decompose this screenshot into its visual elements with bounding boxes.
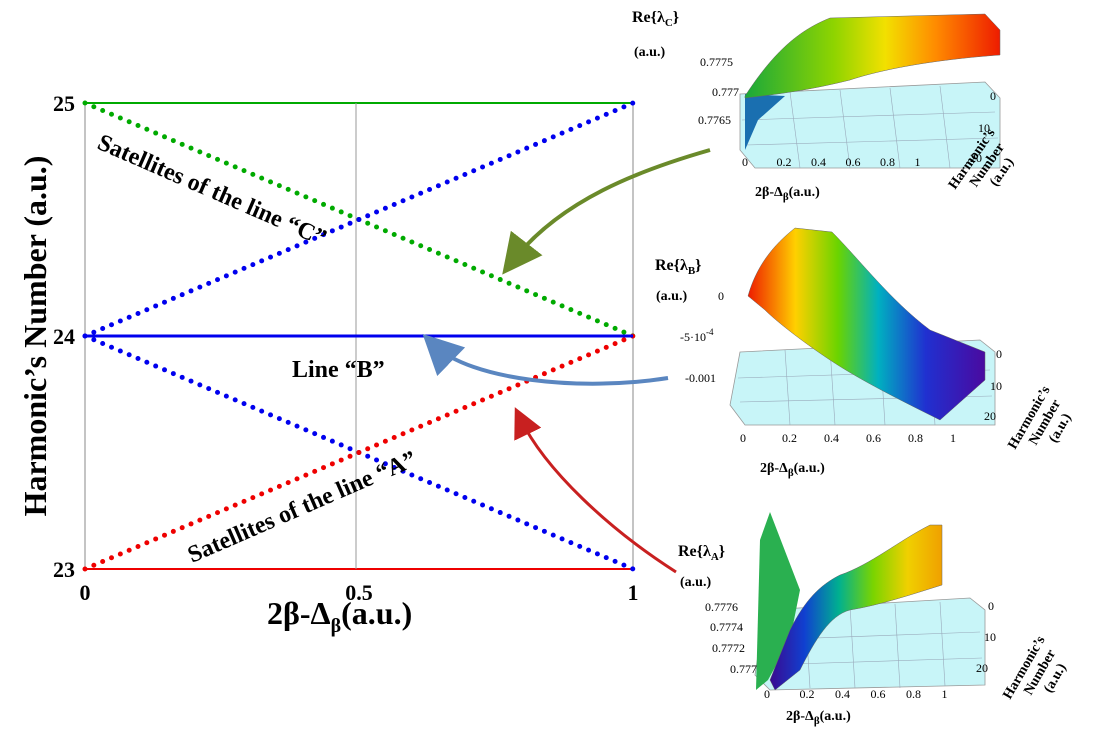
y-tick-b-1: 10 [990,379,1002,393]
y-tick-b-2: 20 [984,409,996,423]
inset-x-tick-2-3: 0.6 [866,431,881,445]
y-tick-a-1: 10 [984,630,996,644]
z-tick-c-1: 0.777 [712,85,739,99]
series-line-1 [82,100,636,339]
y-tick-b-0: 0 [996,347,1002,361]
x-ticks-c: 0 0.2 0.4 0.6 0.8 1 [742,155,921,169]
x-tick-label-2: 1 [628,580,639,605]
inset-surface-a: Re{λA} (a.u.) 0.7776 0.7774 0.7772 0.777… [678,512,1070,727]
y-tick-a-0: 0 [988,599,994,613]
x-ticks-a: 0 0.2 0.4 0.6 0.8 1 [764,687,948,701]
inset-x-tick-2-5: 1 [950,431,956,445]
title-a: Re{λA} [678,543,725,563]
inset-x-tick-1-5: 1 [915,155,921,169]
y-tick-label-2: 25 [53,91,75,116]
inset-x-tick-1-1: 0.2 [777,155,792,169]
arrow-c [502,148,711,275]
x-ticks-b: 0 0.2 0.4 0.6 0.8 1 [740,431,956,445]
inset-x-tick-3-1: 0.2 [800,687,815,701]
inset-x-tick-2-2: 0.4 [824,431,839,445]
y-tick-c-2: 20 [970,151,982,165]
surface-b [747,227,986,421]
inset-x-tick-3-2: 0.4 [835,687,850,701]
ylabel-a: Harmonic’s Number (a.u.) [1000,633,1069,702]
x-tick-label-1: 0.5 [345,580,373,605]
side-face-c [745,94,785,150]
inset-x-tick-3-3: 0.6 [871,687,886,701]
series-line-3 [82,333,636,572]
title-unit-b: (a.u.) [656,289,687,304]
y-axis-label: Harmonic’s Number (a.u.) [17,156,53,517]
inset-x-tick-3-5: 1 [942,687,948,701]
y-tick-label-0: 23 [53,557,75,582]
series-layer [82,100,636,572]
inset-x-tick-1-3: 0.6 [846,155,861,169]
title-unit-c: (a.u.) [634,45,665,60]
z-tick-a-3: 0.777 [730,662,757,676]
arrow-a [514,407,677,574]
y-tick-c-1: 10 [978,121,990,135]
inset-x-tick-2-0: 0 [740,431,746,445]
z-tick-b-2: -0.001 [685,371,716,385]
surface-a [769,524,943,691]
z-tick-b-1: -5·10-4 [680,327,714,344]
floor-c [739,81,1001,169]
y-tick-label-1: 24 [53,324,75,349]
title-c: Re{λC} [632,9,679,29]
z-tick-a-1: 0.7774 [710,620,743,634]
inset-x-tick-1-0: 0 [742,155,748,169]
inset-surface-c: Re{λC} (a.u.) 0.7775 0.777 0.7765 0 0.2 0.… [632,9,1017,203]
inset-surface-b: Re{λB} (a.u.) 0 -5·10-4 -0.001 0 0.2 0.4 0.… [655,227,1075,479]
title-b: Re{λB} [655,257,701,277]
z-tick-c-2: 0.7765 [698,113,731,127]
xlabel-b: 2β-Δβ(a.u.) [760,461,825,479]
inset-x-tick-2-1: 0.2 [782,431,797,445]
ticks-layer: 0 0.5 1 23 24 25 [53,91,639,605]
side-face-a [756,512,800,690]
inset-x-tick-3-0: 0 [764,687,770,701]
z-tick-a-0: 0.7776 [705,600,738,614]
x-tick-label-0: 0 [80,580,91,605]
inset-x-tick-3-4: 0.8 [906,687,921,701]
y-tick-c-0: 0 [990,89,996,103]
title-unit-a: (a.u.) [680,575,711,590]
floor-grid-c [741,85,999,169]
z-tick-b-0: 0 [718,289,724,303]
arrow-b [422,333,669,386]
x-axis-label: 2β-Δβ(a.u.) [267,595,412,637]
xlabel-a: 2β-Δβ(a.u.) [786,709,851,727]
xlabel-c: 2β-Δβ(a.u.) [755,185,820,203]
inset-x-tick-1-2: 0.4 [811,155,826,169]
surface-c [744,13,1001,99]
z-tick-c-0: 0.7775 [700,55,733,69]
inset-x-tick-2-4: 0.8 [908,431,923,445]
z-tick-a-2: 0.7772 [712,641,745,655]
inset-x-tick-1-4: 0.8 [880,155,895,169]
ylabel-b: Harmonic’s Number (a.u.) [1005,383,1074,452]
annotation-line-b: Line “B” [292,357,385,383]
y-tick-a-2: 20 [976,661,988,675]
